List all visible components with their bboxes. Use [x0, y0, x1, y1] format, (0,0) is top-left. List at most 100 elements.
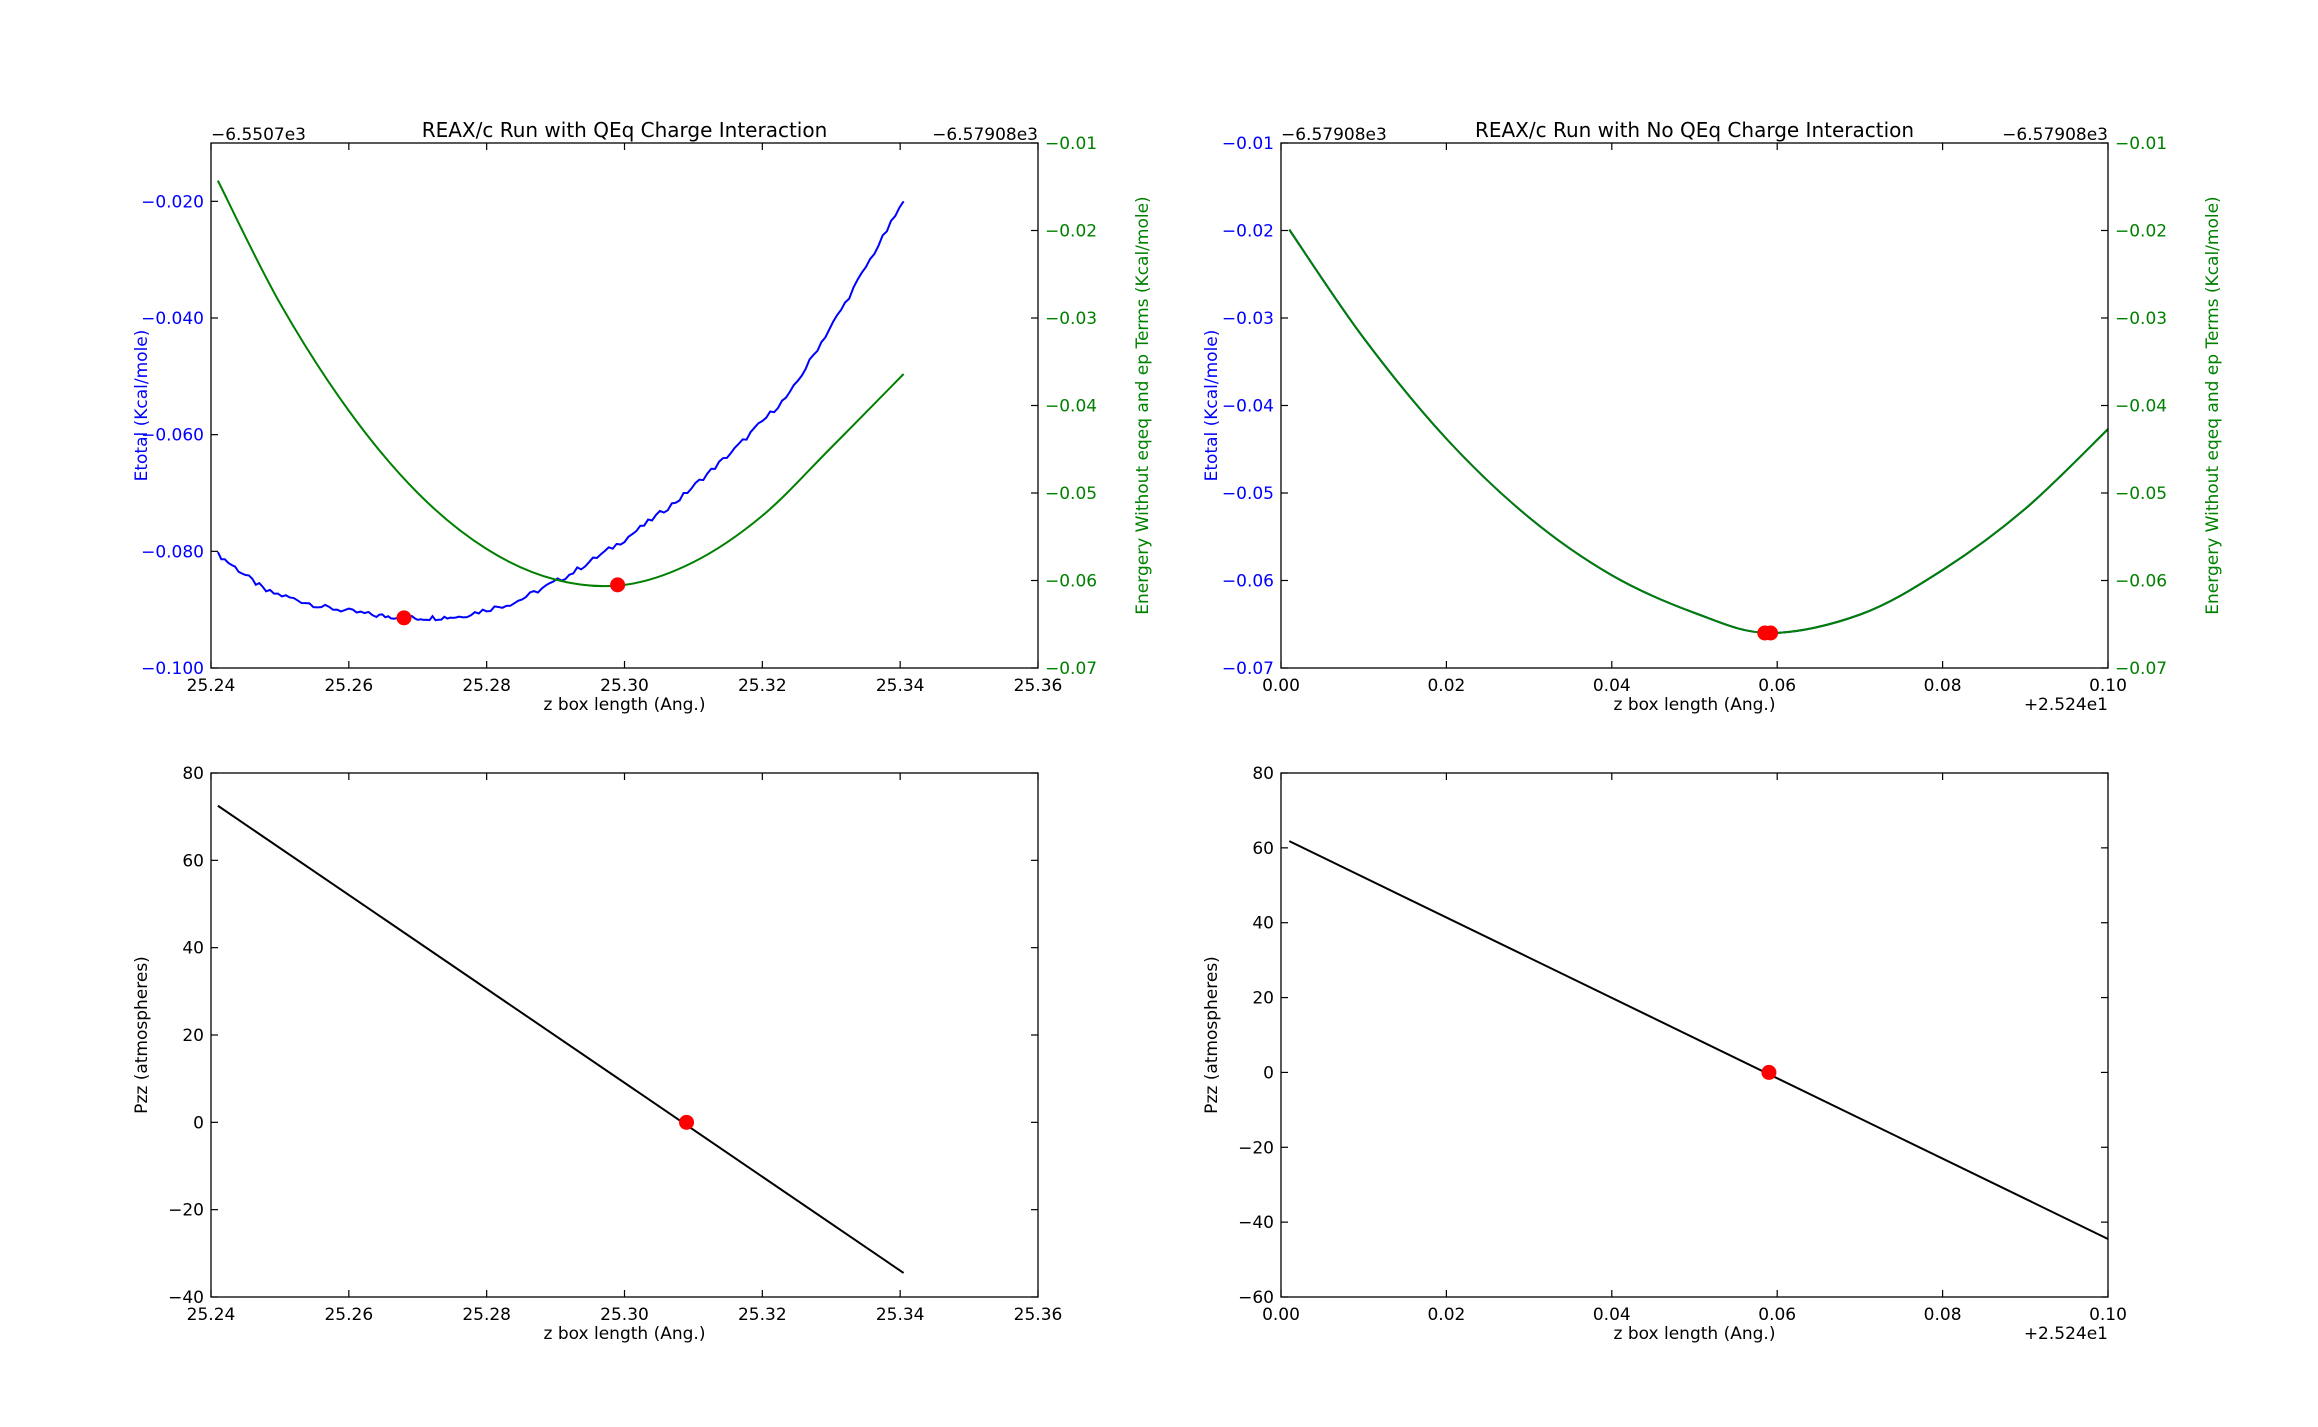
y-tick-label-left: −0.01 — [1222, 134, 1274, 154]
y-tick-label-left: 40 — [1252, 914, 1274, 934]
x-tick-label: 0.04 — [1593, 676, 1631, 696]
x-tick-label: 0.04 — [1593, 1305, 1631, 1325]
y-tick-label-left: −0.100 — [141, 659, 204, 679]
x-tick-label: 0.08 — [1924, 676, 1962, 696]
marker-point-qeq-pressure-0 — [679, 1114, 695, 1130]
y-tick-label-right: −0.02 — [1045, 222, 1097, 242]
series-line-qeq-energy-1 — [216, 180, 905, 588]
y-tick-label-right: −0.07 — [2115, 659, 2167, 679]
x-tick-label: 25.28 — [462, 1305, 511, 1325]
x-tick-label: 25.30 — [600, 676, 649, 696]
x-tick-label: 25.24 — [187, 676, 236, 696]
y-tick-label-left: 0 — [193, 1113, 204, 1133]
y-tick-label-left: −0.040 — [141, 309, 204, 329]
y-tick-label-left: 80 — [182, 764, 204, 784]
x-tick-label: 25.36 — [1014, 676, 1063, 696]
marker-point-qeq-energy-1 — [610, 577, 626, 593]
x-tick-label: 25.34 — [876, 1305, 925, 1325]
y-tick-label-left: −0.07 — [1222, 659, 1274, 679]
y-axis-label-left: Pzz (atmospheres) — [1202, 956, 1222, 1114]
y-axis-label-right: Energery Without eqeq and ep Terms (Kcal… — [1133, 196, 1153, 614]
x-tick-label: 25.30 — [600, 1305, 649, 1325]
y-tick-label-right: −0.06 — [2115, 572, 2167, 592]
x-offset-text: +2.524e1 — [2024, 695, 2108, 715]
y-offset-text-left: −6.5507e3 — [211, 125, 306, 145]
y-axis-label-right: Energery Without eqeq and ep Terms (Kcal… — [2203, 196, 2223, 614]
y-offset-text-left: −6.57908e3 — [1281, 125, 1387, 145]
x-tick-label: 25.24 — [187, 1305, 236, 1325]
x-tick-label: 0.08 — [1924, 1305, 1962, 1325]
y-axis-label-left: Etotal (Kcal/mole) — [1202, 330, 1222, 482]
y-tick-label-right: −0.04 — [2115, 397, 2167, 417]
x-axis-label: z box length (Ang.) — [1614, 695, 1776, 715]
series-line-noqeq-energy-1 — [1288, 229, 2109, 635]
y-tick-label-left: −0.080 — [141, 542, 204, 562]
chart-panel-noqeq-energy: 0.00 0.02 0.04 0.06 0.08 0.10 z box length (An… — [1202, 118, 2223, 715]
x-axis-label: z box length (Ang.) — [544, 1324, 706, 1344]
y-axis-label-left: Etotal (Kcal/mole) — [132, 330, 152, 482]
y-tick-label-left: 60 — [182, 851, 204, 871]
x-axis-label: z box length (Ang.) — [544, 695, 706, 715]
series-line-qeq-pressure-0 — [217, 804, 905, 1274]
y-tick-label-right: −0.03 — [2115, 309, 2167, 329]
y-tick-label-right: −0.03 — [1045, 309, 1097, 329]
y-tick-label-right: −0.01 — [2115, 134, 2167, 154]
y-tick-label-left: −20 — [168, 1201, 204, 1221]
chart-title: REAX/c Run with No QEq Charge Interactio… — [1475, 118, 1914, 142]
x-tick-label: 0.06 — [1758, 1305, 1796, 1325]
x-tick-label: 25.32 — [738, 676, 787, 696]
y-tick-label-left: −0.04 — [1222, 397, 1274, 417]
chart-title: REAX/c Run with QEq Charge Interaction — [422, 118, 828, 142]
x-tick-label: 0.00 — [1262, 1305, 1300, 1325]
x-tick-label: 25.32 — [738, 1305, 787, 1325]
y-tick-label-left: −20 — [1238, 1138, 1274, 1158]
x-tick-label: 25.34 — [876, 676, 925, 696]
y-tick-label-left: −0.05 — [1222, 484, 1274, 504]
y-tick-label-right: −0.02 — [2115, 222, 2167, 242]
x-axis-label: z box length (Ang.) — [1614, 1324, 1776, 1344]
y-tick-label-left: −0.060 — [141, 426, 204, 446]
y-tick-label-left: −0.06 — [1222, 572, 1274, 592]
x-tick-label: 25.26 — [324, 676, 373, 696]
marker-point-noqeq-energy-1 — [1763, 625, 1779, 641]
y-tick-label-left: −40 — [168, 1288, 204, 1308]
y-tick-label-left: 20 — [1252, 989, 1274, 1009]
x-tick-label: 25.26 — [324, 1305, 373, 1325]
chart-panel-noqeq-pressure: 0.00 0.02 0.04 0.06 0.08 0.10 z box length (An… — [1202, 764, 2127, 1344]
y-tick-label-left: −0.02 — [1222, 222, 1274, 242]
y-tick-label-right: −0.01 — [1045, 134, 1097, 154]
x-tick-label: 0.10 — [2089, 676, 2127, 696]
series-line-qeq-energy-0 — [216, 200, 905, 622]
chart-panel-qeq-energy: 25.24 25.26 25.28 25.30 25.32 25.34 25.36 z box… — [132, 118, 1153, 715]
x-offset-text: +2.524e1 — [2024, 1324, 2108, 1344]
y-tick-label-left: −40 — [1238, 1213, 1274, 1233]
x-tick-label: 0.10 — [2089, 1305, 2127, 1325]
y-offset-text-right: −6.57908e3 — [2002, 125, 2108, 145]
chart-panel-qeq-pressure: 25.24 25.26 25.28 25.30 25.32 25.34 25.36 z box… — [132, 764, 1062, 1344]
x-tick-label: 0.02 — [1427, 676, 1465, 696]
marker-point-noqeq-pressure-0 — [1761, 1064, 1777, 1080]
y-tick-label-right: −0.05 — [1045, 484, 1097, 504]
x-tick-label: 25.28 — [462, 676, 511, 696]
y-tick-label-left: 60 — [1252, 839, 1274, 859]
y-tick-label-left: 20 — [182, 1026, 204, 1046]
y-tick-label-left: 80 — [1252, 764, 1274, 784]
y-tick-label-left: −0.020 — [141, 192, 204, 212]
y-tick-label-left: 0 — [1263, 1063, 1274, 1083]
x-tick-label: 0.02 — [1427, 1305, 1465, 1325]
y-tick-label-right: −0.06 — [1045, 572, 1097, 592]
x-tick-label: 0.06 — [1758, 676, 1796, 696]
series-line-noqeq-pressure-0 — [1288, 840, 2109, 1240]
y-tick-label-right: −0.05 — [2115, 484, 2167, 504]
plot-frame-noqeq-pressure — [1280, 772, 2109, 1298]
y-tick-label-left: −0.03 — [1222, 309, 1274, 329]
y-tick-label-right: −0.07 — [1045, 659, 1097, 679]
y-axis-label-left: Pzz (atmospheres) — [132, 956, 152, 1114]
y-tick-label-right: −0.04 — [1045, 397, 1097, 417]
x-tick-label: 0.00 — [1262, 676, 1300, 696]
y-tick-label-left: 40 — [182, 939, 204, 959]
y-offset-text-right: −6.57908e3 — [932, 125, 1038, 145]
x-tick-label: 25.36 — [1014, 1305, 1063, 1325]
